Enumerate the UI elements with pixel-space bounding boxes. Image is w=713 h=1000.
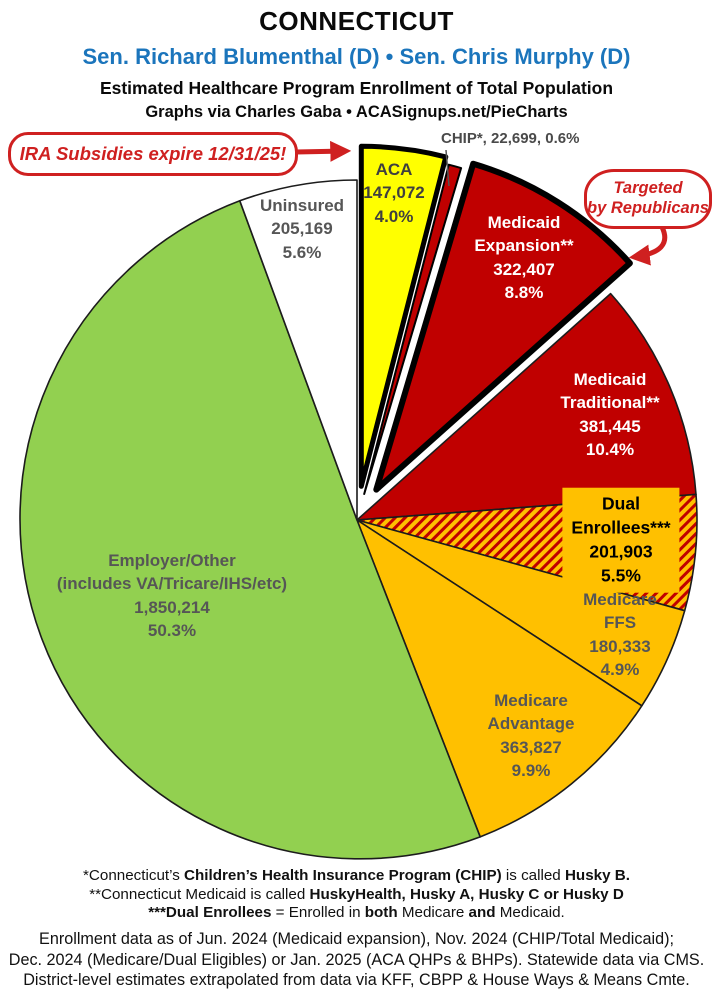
chip-leader-line: [445, 149, 450, 187]
pie-slice-medicaid-traditional: [356, 292, 697, 521]
slice-label-aca: ACA 147,072 4.0%: [363, 159, 425, 226]
page-title: CONNECTICUT: [259, 6, 454, 36]
targeted-line1: Targeted: [613, 179, 683, 198]
pie-slice-chip: [363, 163, 463, 495]
targeted-line2: by Republicans: [587, 199, 709, 217]
header: CONNECTICUT Sen. Richard Blumenthal (D) …: [0, 6, 713, 122]
footnote-line: **Connecticut Medicaid is called HuskyHe…: [89, 885, 624, 903]
slice-label-dual-enrollees: Dual Enrollees*** 201,903 5.5%: [562, 487, 680, 593]
ira-arrow-icon: [295, 140, 352, 162]
footnote-line: ***Dual Enrollees = Enrolled in both Med…: [148, 904, 565, 921]
ira-annotation-text: IRA Subsidies expire 12/31/25!: [19, 143, 287, 164]
pie-slice-uninsured: [239, 179, 358, 521]
credit-line: Graphs via Charles Gaba • ACASignups.net…: [145, 103, 568, 121]
targeted-annotation-bubble: Targeted by Republicans: [584, 169, 712, 229]
slice-label-chip: CHIP*, 22,699, 0.6%: [441, 130, 580, 147]
slice-label-uninsured: Uninsured 205,169 5.6%: [259, 195, 345, 262]
footnotes: *Connecticut’s Children’s Health Insuran…: [0, 867, 713, 923]
pie-slice-employer-other: [19, 200, 481, 860]
slice-label-medicare-ffs: Medicare FFS 180,333 4.9%: [583, 590, 657, 680]
pie-slice-medicaid-expansion: [373, 160, 633, 493]
source-line: Dec. 2024 (Medicare/Dual Eligibles) or J…: [8, 950, 705, 969]
slice-label-medicaid-expansion: Medicaid Expansion** 322,407 8.8%: [474, 213, 574, 303]
source-notes: Enrollment data as of Jun. 2024 (Medicai…: [0, 929, 713, 991]
chart-subtitle: Estimated Healthcare Program Enrollment …: [99, 78, 614, 98]
ira-annotation-bubble: IRA Subsidies expire 12/31/25!: [8, 132, 298, 176]
targeted-annotation-text: Targeted by Republicans: [587, 179, 709, 219]
source-line: Enrollment data as of Jun. 2024 (Medicai…: [39, 930, 674, 948]
pie-slice-medicare-advantage: [356, 519, 643, 838]
footnote-line: *Connecticut’s Children’s Health Insuran…: [83, 867, 630, 884]
senators-line: Sen. Richard Blumenthal (D) • Sen. Chris…: [82, 44, 631, 69]
targeted-arrow-icon: [628, 225, 668, 266]
pie-slice-aca: [358, 143, 449, 489]
slice-label-medicare-advantage: Medicare Advantage 363,827 9.9%: [487, 691, 575, 781]
slice-label-employer-other: Employer/Other (includes VA/Tricare/IHS/…: [56, 551, 288, 641]
slice-label-medicaid-traditional: Medicaid Traditional** 381,445 10.4%: [560, 370, 660, 460]
source-line: District-level estimates extrapolated fr…: [23, 971, 690, 989]
